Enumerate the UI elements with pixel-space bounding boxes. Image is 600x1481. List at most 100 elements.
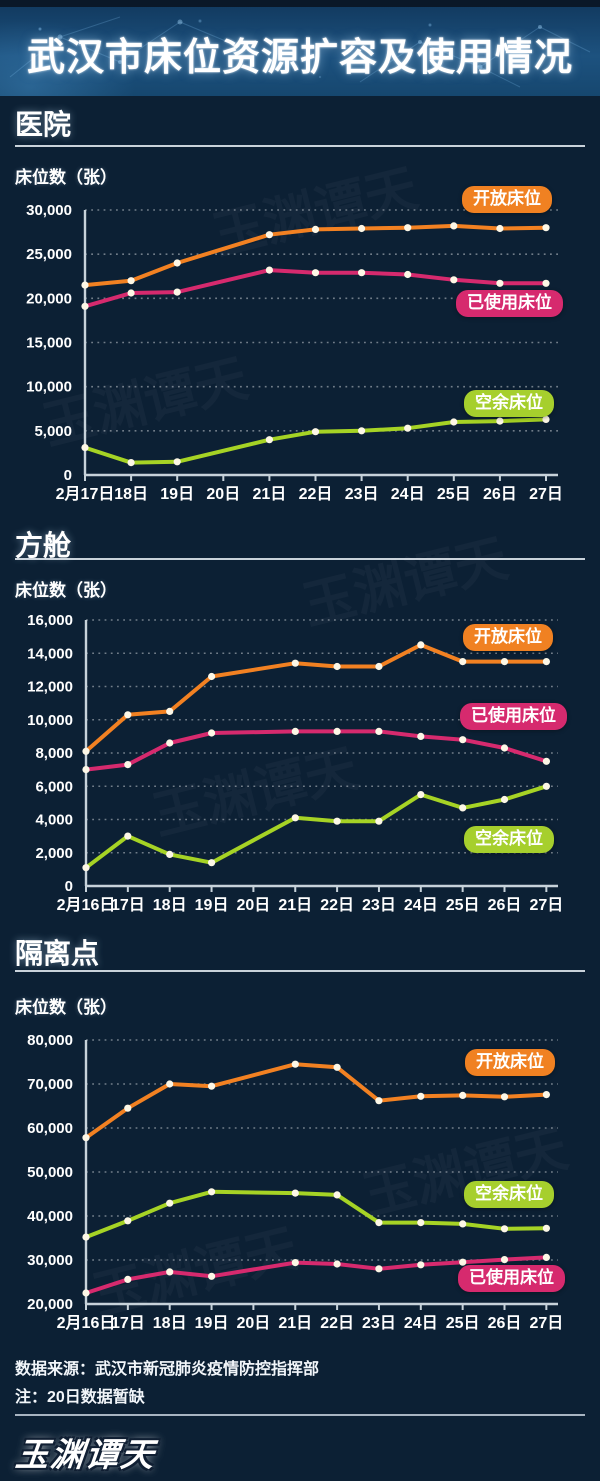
data-point-marker [417, 1219, 425, 1227]
data-point-marker [333, 1260, 341, 1268]
y-tick-label: 15,000 [26, 335, 72, 352]
data-point-marker [404, 424, 412, 432]
data-point-marker [542, 1253, 551, 1261]
x-tick-label: 2月16日 [57, 1314, 116, 1332]
x-tick-label: 27日 [529, 1314, 563, 1332]
x-tick-label: 25日 [437, 485, 471, 503]
y-tick-label: 20,000 [27, 1296, 73, 1313]
data-point-marker [82, 864, 90, 872]
data-point-marker [417, 1261, 425, 1269]
x-tick-label: 23日 [362, 1314, 396, 1332]
data-point-marker [81, 302, 89, 310]
x-tick-label: 20日 [236, 896, 270, 914]
series-line [84, 642, 549, 754]
data-point-marker [82, 1289, 90, 1297]
y-tick-label: 10,000 [27, 712, 73, 729]
data-point-marker [166, 1199, 174, 1207]
data-point-marker [450, 276, 458, 284]
data-point-marker [542, 415, 550, 423]
data-point-marker [208, 729, 216, 737]
data-point-marker [166, 1268, 174, 1276]
data-point-marker [173, 288, 181, 296]
data-point-marker [542, 1224, 551, 1232]
data-point-marker [542, 224, 550, 232]
x-tick-label: 23日 [345, 485, 379, 503]
y-axis-title-hospital: 床位数（张） [15, 168, 117, 187]
data-point-marker [375, 1219, 383, 1227]
x-tick-label: 24日 [404, 1314, 438, 1332]
y-tick-label: 60,000 [27, 1120, 73, 1137]
brand-logo: 玉渊谭天 [13, 1436, 158, 1473]
y-tick-label: 0 [65, 878, 73, 895]
data-point-marker [291, 1189, 299, 1197]
top-dark-strip [0, 0, 600, 7]
data-point-marker [124, 832, 132, 840]
data-point-marker [124, 711, 132, 719]
series-line [83, 223, 548, 288]
y-tick-label: 80,000 [27, 1032, 73, 1049]
section-divider [15, 970, 585, 972]
legend-free-beds-isolation: 空余床位 [464, 1181, 554, 1208]
data-point-marker [291, 1060, 299, 1068]
data-point-marker [81, 281, 89, 289]
data-point-marker [166, 739, 174, 747]
data-point-marker [496, 417, 504, 425]
series-line [83, 417, 548, 465]
legend-used-beds-hospital: 已使用床位 [456, 290, 563, 317]
data-point-marker [265, 231, 273, 239]
data-point-marker [375, 727, 383, 736]
y-tick-label: 40,000 [27, 1208, 73, 1225]
data-point-marker [375, 1265, 383, 1273]
data-point-marker [127, 289, 135, 297]
data-point-marker [124, 1104, 132, 1112]
y-tick-label: 12,000 [27, 679, 73, 696]
data-point-marker [358, 224, 366, 233]
y-tick-label: 6,000 [35, 778, 73, 795]
x-tick-label: 19日 [195, 896, 229, 914]
data-point-marker [417, 641, 425, 649]
data-point-marker [173, 259, 181, 267]
data-point-marker [459, 1220, 467, 1228]
data-point-marker [124, 1217, 132, 1225]
data-point-marker [500, 1093, 509, 1101]
data-point-marker [166, 1080, 174, 1088]
data-point-marker [459, 736, 467, 744]
x-tick-label: 21日 [252, 485, 286, 503]
data-point-marker [459, 658, 467, 666]
x-tick-label: 22日 [320, 1314, 354, 1332]
x-tick-label: 21日 [278, 1314, 312, 1332]
data-point-marker [208, 672, 216, 681]
y-tick-label: 25,000 [26, 246, 72, 263]
x-tick-label: 22日 [320, 896, 354, 914]
data-point-marker [82, 766, 90, 774]
x-tick-label: 25日 [446, 896, 480, 914]
legend-open-beds-fangcang: 开放床位 [463, 624, 553, 651]
x-tick-label: 23日 [362, 896, 396, 914]
footnote-text: 注：20日数据暂缺 [15, 1389, 145, 1406]
section-title-fangcang: 方舱 [15, 530, 72, 561]
data-point-marker [375, 662, 383, 671]
data-point-marker [208, 1188, 216, 1196]
y-tick-label: 8,000 [35, 745, 73, 762]
x-tick-label: 17日 [111, 896, 145, 914]
x-tick-label: 19日 [160, 485, 194, 503]
data-point-marker [333, 662, 341, 671]
network-pattern-decoration [9, 16, 591, 88]
data-point-marker [500, 744, 509, 752]
data-point-marker [417, 791, 425, 799]
x-tick-label: 22日 [299, 485, 333, 503]
x-tick-label: 2月16日 [57, 896, 116, 914]
page-title: 武汉市床位资源扩容及使用情况 [26, 37, 573, 79]
x-tick-label: 24日 [391, 485, 425, 503]
data-point-marker [82, 1134, 90, 1142]
data-point-marker [291, 1259, 299, 1267]
data-point-marker [124, 761, 132, 769]
x-tick-label: 27日 [529, 896, 563, 914]
data-point-marker [82, 747, 90, 755]
data-point-marker [450, 418, 458, 426]
series-line [83, 268, 548, 309]
y-axis-title-isolation: 床位数（张） [15, 998, 117, 1017]
y-tick-label: 0 [64, 467, 72, 484]
legend-free-beds-hospital: 空余床位 [464, 390, 554, 417]
data-point-marker [358, 427, 366, 435]
